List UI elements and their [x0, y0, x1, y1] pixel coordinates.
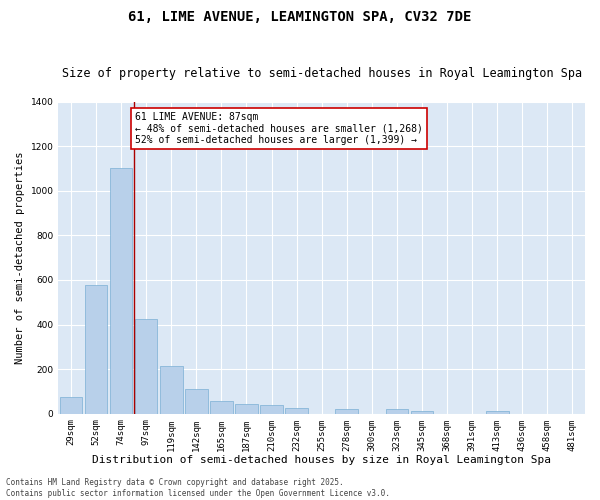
Bar	[160, 366, 182, 414]
Text: Contains HM Land Registry data © Crown copyright and database right 2025.
Contai: Contains HM Land Registry data © Crown c…	[6, 478, 390, 498]
Bar	[235, 404, 258, 413]
Bar	[85, 286, 107, 414]
Bar	[286, 408, 308, 414]
Bar	[260, 405, 283, 413]
Bar	[335, 409, 358, 414]
Bar	[135, 319, 157, 414]
Text: 61 LIME AVENUE: 87sqm
← 48% of semi-detached houses are smaller (1,268)
52% of s: 61 LIME AVENUE: 87sqm ← 48% of semi-deta…	[135, 112, 423, 144]
X-axis label: Distribution of semi-detached houses by size in Royal Leamington Spa: Distribution of semi-detached houses by …	[92, 455, 551, 465]
Bar	[210, 401, 233, 413]
Y-axis label: Number of semi-detached properties: Number of semi-detached properties	[15, 152, 25, 364]
Bar	[411, 412, 433, 414]
Title: Size of property relative to semi-detached houses in Royal Leamington Spa: Size of property relative to semi-detach…	[62, 66, 582, 80]
Bar	[486, 412, 509, 414]
Bar	[386, 410, 408, 414]
Bar	[185, 389, 208, 413]
Bar	[59, 397, 82, 413]
Text: 61, LIME AVENUE, LEAMINGTON SPA, CV32 7DE: 61, LIME AVENUE, LEAMINGTON SPA, CV32 7D…	[128, 10, 472, 24]
Bar	[110, 168, 133, 414]
